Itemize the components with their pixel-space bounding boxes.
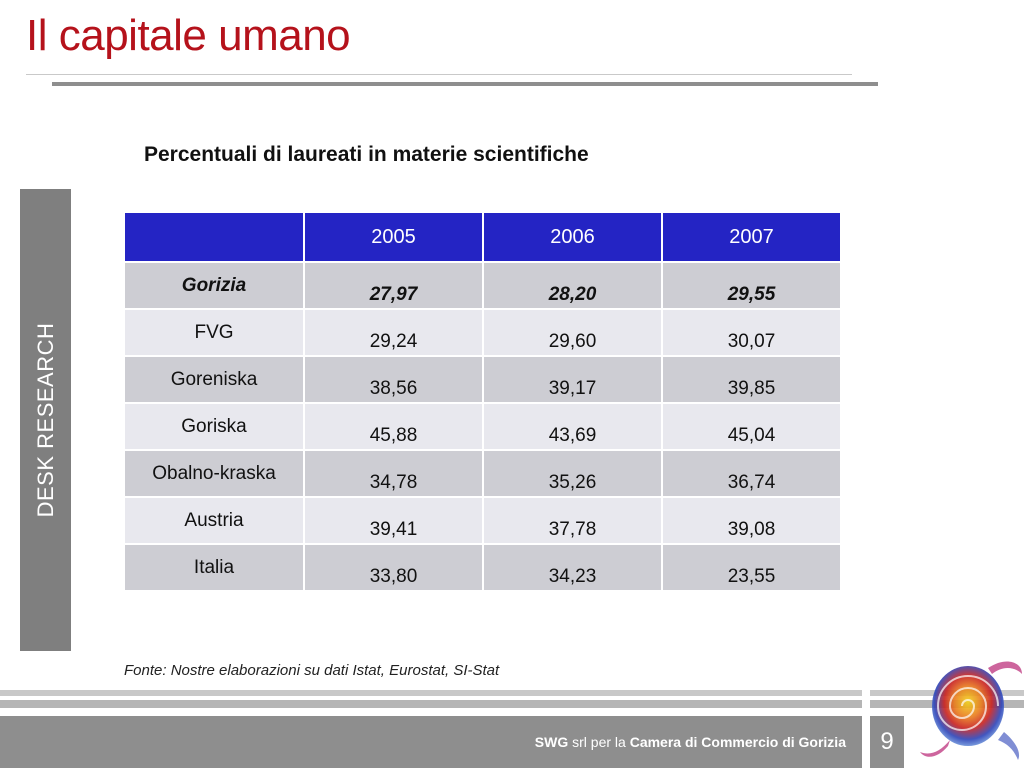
row-label: Goriska xyxy=(123,402,305,451)
table-cell: 43,69 xyxy=(482,402,663,451)
slide-title: Il capitale umano xyxy=(26,11,351,60)
header-cell-year: 2007 xyxy=(661,211,842,263)
header-cell-year: 2005 xyxy=(303,211,484,263)
footer-stripe xyxy=(0,690,862,696)
table-cell: 45,04 xyxy=(661,402,842,451)
footer-client: Camera di Commercio di Gorizia xyxy=(629,734,846,750)
table-cell: 45,88 xyxy=(303,402,484,451)
table-row: Goriska 45,88 43,69 45,04 xyxy=(123,402,842,451)
header-cell-year: 2006 xyxy=(482,211,663,263)
table-cell: 29,55 xyxy=(661,261,842,310)
page-number-box: 9 xyxy=(870,716,904,768)
table-cell: 39,41 xyxy=(303,496,484,545)
table-row: Obalno-kraska 34,78 35,26 36,74 xyxy=(123,449,842,498)
table-cell: 37,78 xyxy=(482,496,663,545)
row-label: Italia xyxy=(123,543,305,592)
table-cell: 29,60 xyxy=(482,308,663,357)
side-section-label: DESK RESEARCH xyxy=(32,322,58,518)
swirl-logo-icon xyxy=(920,661,1022,760)
row-label: Goreniska xyxy=(123,355,305,404)
footer-bar: SWG srl per la Camera di Commercio di Go… xyxy=(0,716,862,768)
table-title: Percentuali di laureati in materie scien… xyxy=(144,143,589,166)
header-cell-empty xyxy=(123,211,305,263)
table-cell: 30,07 xyxy=(661,308,842,357)
footer-stripe xyxy=(0,700,862,708)
table-cell: 36,74 xyxy=(661,449,842,498)
page-number: 9 xyxy=(880,728,894,755)
table-cell: 39,08 xyxy=(661,496,842,545)
footer-brand: SWG xyxy=(534,734,569,750)
table-row: Italia 33,80 34,23 23,55 xyxy=(123,543,842,592)
data-table: 2005 2006 2007 Gorizia 27,97 28,20 29,55… xyxy=(123,211,842,592)
row-label: Gorizia xyxy=(123,261,305,310)
title-divider-thick xyxy=(52,82,878,86)
table-row: FVG 29,24 29,60 30,07 xyxy=(123,308,842,357)
table-cell: 39,85 xyxy=(661,355,842,404)
row-label: Austria xyxy=(123,496,305,545)
table-row: Gorizia 27,97 28,20 29,55 xyxy=(123,261,842,310)
table-cell: 38,56 xyxy=(303,355,484,404)
table-cell: 39,17 xyxy=(482,355,663,404)
table-cell: 34,78 xyxy=(303,449,484,498)
source-note: Fonte: Nostre elaborazioni su dati Istat… xyxy=(124,662,500,679)
table-header-row: 2005 2006 2007 xyxy=(123,211,842,263)
row-label: Obalno-kraska xyxy=(123,449,305,498)
table-row: Goreniska 38,56 39,17 39,85 xyxy=(123,355,842,404)
table-cell: 28,20 xyxy=(482,261,663,310)
table-cell: 34,23 xyxy=(482,543,663,592)
footer-credit: SWG srl per la Camera di Commercio di Go… xyxy=(535,734,846,750)
table-cell: 29,24 xyxy=(303,308,484,357)
row-label: FVG xyxy=(123,308,305,357)
table-row: Austria 39,41 37,78 39,08 xyxy=(123,496,842,545)
table-cell: 23,55 xyxy=(661,543,842,592)
table-cell: 35,26 xyxy=(482,449,663,498)
side-section-tab: DESK RESEARCH xyxy=(20,189,71,651)
title-divider-thin xyxy=(26,74,852,75)
table-cell: 27,97 xyxy=(303,261,484,310)
footer-middle-text: srl per la xyxy=(568,734,630,750)
table-cell: 33,80 xyxy=(303,543,484,592)
